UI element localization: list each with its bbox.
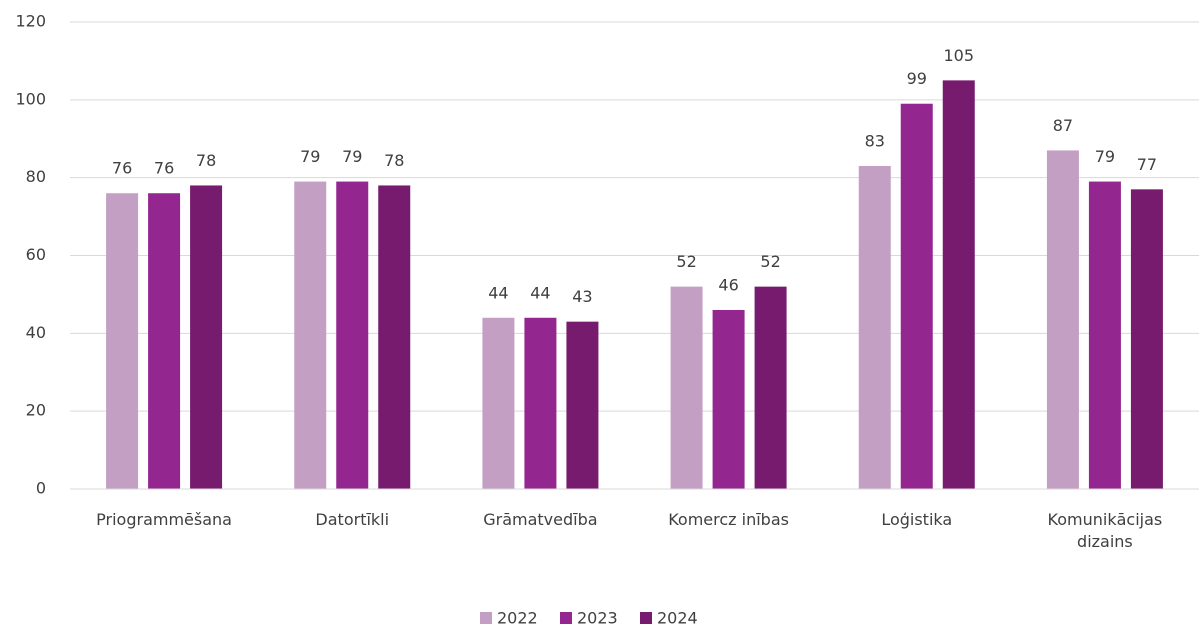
legend-swatch [480,612,492,624]
bar [336,181,369,489]
bar [482,317,515,489]
data-label: 79 [342,147,362,166]
x-tick-label: Komercz inības [668,510,789,529]
data-label: 78 [384,151,404,170]
data-label: 44 [488,283,508,302]
data-label: 76 [154,159,174,178]
data-label: 99 [907,69,927,88]
bar [1130,189,1163,489]
data-label: 52 [676,252,696,271]
data-label: 79 [1095,147,1115,166]
bar [524,317,557,489]
legend-label: 2024 [657,609,698,628]
x-tick-label: Datortīkli [315,510,390,529]
bar [378,185,411,489]
bar [858,165,891,489]
y-tick-label: 40 [26,323,46,342]
bar [566,321,599,489]
data-label: 105 [943,46,974,65]
bar [190,185,223,489]
bar [1046,150,1079,490]
legend-label: 2022 [497,609,538,628]
bar [942,80,975,489]
bar [294,181,327,489]
bar [1088,181,1121,489]
data-label: 83 [865,131,885,150]
bar [712,309,745,489]
data-label: 46 [718,275,738,294]
bar [900,103,933,489]
legend-swatch [640,612,652,624]
x-tick-label: Priogrammēšana [96,510,232,529]
bar [106,193,139,489]
y-tick-label: 120 [15,12,46,31]
data-label: 76 [112,159,132,178]
x-tick-label: Komunikācijas dizains [1047,510,1163,551]
data-label: 77 [1137,155,1157,174]
legend-label: 2023 [577,609,618,628]
legend-swatch [560,612,572,624]
data-label: 78 [196,151,216,170]
x-tick-label: Grāmatvedība [483,510,598,529]
y-tick-label: 0 [36,479,46,498]
y-tick-label: 20 [26,401,46,420]
data-label: 87 [1053,116,1073,135]
y-tick-label: 80 [26,167,46,186]
data-label: 43 [572,287,592,306]
data-label: 52 [760,252,780,271]
bar [754,286,787,489]
data-label: 79 [300,147,320,166]
bar [148,193,181,489]
y-tick-label: 100 [15,89,46,108]
bar [670,286,703,489]
x-tick-label: Loģistika [881,510,953,529]
data-label: 44 [530,283,550,302]
y-tick-label: 60 [26,245,46,264]
